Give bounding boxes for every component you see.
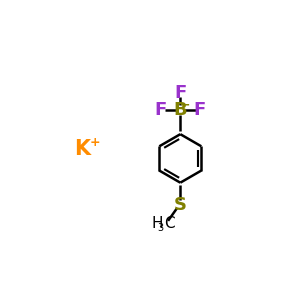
Text: F: F [154,101,167,119]
Text: −: − [180,98,190,111]
Text: K: K [74,139,90,159]
Text: +: + [89,136,100,149]
Text: F: F [194,101,206,119]
Text: C: C [164,216,175,231]
Text: F: F [174,84,186,102]
Text: B: B [173,101,187,119]
Text: S: S [174,196,187,214]
Text: 3: 3 [157,223,163,233]
Text: H: H [152,216,163,231]
